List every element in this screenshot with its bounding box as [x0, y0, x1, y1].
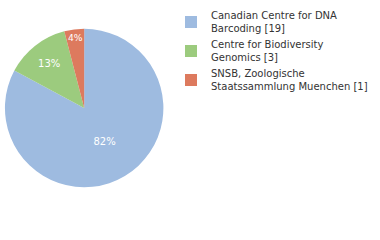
- svg-text:13%: 13%: [38, 58, 60, 69]
- svg-text:Canadian Centre for DNABarcodi: Canadian Centre for DNABarcoding [19]: [211, 10, 337, 34]
- svg-text:SNSB, ZoologischeStaatssammlun: SNSB, ZoologischeStaatssammlung Muenchen…: [211, 68, 368, 92]
- svg-text:Centre for BiodiversityGenomic: Centre for BiodiversityGenomics [3]: [211, 39, 324, 63]
- svg-text:82%: 82%: [93, 136, 115, 147]
- svg-text:4%: 4%: [68, 32, 83, 43]
